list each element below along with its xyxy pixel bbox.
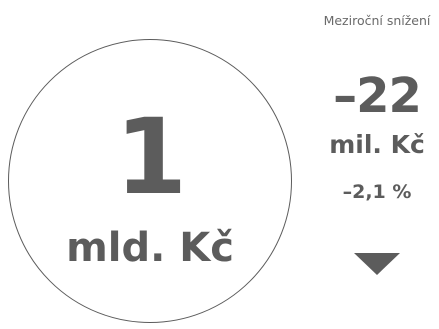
change-label: Meziroční snížení [323,13,431,28]
change-percent: –2,1 % [342,181,412,203]
change-unit: mil. Kč [329,130,425,159]
value-circle [8,39,292,323]
main-unit: mld. Kč [66,225,234,271]
change-value: –22 [333,68,422,124]
triangle-down-icon [354,253,400,275]
main-value: 1 [114,96,187,218]
